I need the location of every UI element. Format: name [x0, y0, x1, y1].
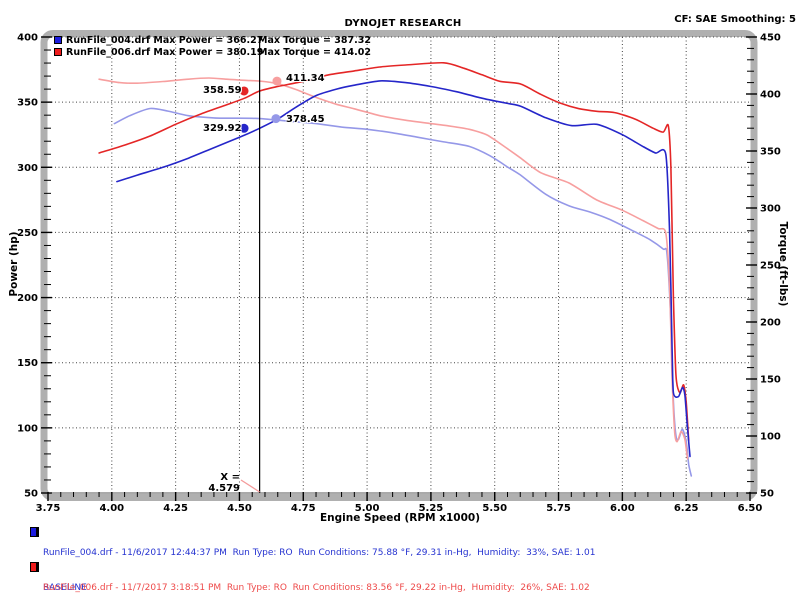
curve-fm9102-power — [98, 61, 690, 442]
x-tick-label: 6.50 — [738, 503, 763, 514]
baseline-maxpower-label: RunFile_004.drf Max Power = 366.27 — [66, 35, 264, 46]
run1-color-swatch — [30, 527, 39, 537]
marker-label-red-power: 358.59 — [203, 85, 242, 96]
x-tick-label: 5.00 — [355, 503, 380, 514]
baseline-maxtorque-label: Max Torque = 387.32 — [258, 35, 371, 46]
run1-header-line: RunFile_004.drf - 11/6/2017 12:44:37 PM … — [43, 548, 596, 558]
x-tick-label: 3.75 — [36, 503, 61, 514]
run2-color-swatch — [30, 562, 39, 572]
fm9102-maxpower-label: RunFile_006.drf Max Power = 380.19 — [66, 47, 264, 58]
marker-dot-fm9102-power-at-cursor — [239, 86, 249, 96]
y-left-tick-label: 100 — [17, 423, 38, 434]
marker-dot-baseline-power-at-cursor — [239, 123, 249, 133]
cursor-x-label: X = 4.579 — [208, 472, 240, 494]
left-axis-title: Power (hp) — [8, 231, 20, 297]
fm9102-color-swatch — [54, 48, 62, 56]
curve-fm9102-torque — [98, 77, 689, 460]
fm9102-maxtorque-label: Max Torque = 414.02 — [258, 47, 371, 58]
baseline-color-swatch — [54, 36, 62, 44]
correction-smoothing-label: CF: SAE Smoothing: 5 — [674, 14, 796, 25]
marker-label-red-torque: 411.34 — [286, 73, 325, 84]
x-tick-label: 5.50 — [482, 503, 507, 514]
y-right-tick-label: 250 — [760, 261, 781, 272]
x-tick-label: 6.25 — [674, 503, 699, 514]
x-tick-label: 5.75 — [546, 503, 571, 514]
y-right-tick-label: 100 — [760, 432, 781, 443]
cursor-leader-line — [240, 479, 260, 493]
plot-legend-row-baseline[interactable]: RunFile_004.drf Max Power = 366.27 Max T… — [54, 35, 404, 46]
y-right-tick-label: 400 — [760, 90, 781, 101]
run1-comment-line: BASELINE — [43, 582, 87, 593]
y-left-tick-label: 400 — [17, 33, 38, 44]
right-axis-title: Torque (ft-lbs) — [777, 221, 789, 307]
x-tick-label: 5.25 — [419, 503, 444, 514]
y-left-tick-label: 50 — [24, 489, 38, 500]
page-title: DYNOJET RESEARCH — [344, 18, 462, 29]
y-left-tick-label: 350 — [17, 98, 38, 109]
y-right-tick-label: 300 — [760, 204, 781, 215]
curve-baseline-torque — [113, 107, 693, 477]
x-tick-label: 6.00 — [610, 503, 635, 514]
y-right-tick-label: 50 — [760, 489, 774, 500]
y-left-tick-label: 200 — [17, 293, 38, 304]
plot-legend-row-fm9102[interactable]: RunFile_006.drf Max Power = 380.19 Max T… — [54, 47, 404, 58]
marker-dot-fm9102-torque-at-cursor — [272, 76, 282, 86]
marker-label-blue-torque: 378.45 — [286, 114, 325, 125]
y-left-tick-label: 150 — [17, 358, 38, 369]
y-left-tick-label: 250 — [17, 228, 38, 239]
run2-header-line: RunFile_006.drf - 11/7/2017 3:18:51 PM R… — [43, 583, 590, 593]
y-right-tick-label: 350 — [760, 147, 781, 158]
y-left-tick-label: 300 — [17, 163, 38, 174]
x-tick-label: 4.00 — [99, 503, 124, 514]
y-right-tick-label: 450 — [760, 33, 781, 44]
marker-label-blue-power: 329.92 — [203, 123, 242, 134]
y-right-tick-label: 150 — [760, 375, 781, 386]
y-right-tick-label: 200 — [760, 318, 781, 329]
run2-details[interactable]: RunFile_006.drf - 11/7/2017 3:18:51 PM R… — [43, 560, 793, 610]
x-tick-label: 4.50 — [227, 503, 252, 514]
curve-baseline-power — [116, 80, 691, 458]
run1-details[interactable]: RunFile_004.drf - 11/6/2017 12:44:37 PM … — [43, 525, 793, 610]
dyno-plot-area[interactable]: 3.75 4.00 4.25 4.50 4.75 5.00 5.25 5.50 5.75 6.00… — [0, 0, 800, 530]
x-axis-title: Engine Speed (RPM x1000) — [320, 512, 480, 524]
x-tick-label: 4.25 — [163, 503, 188, 514]
x-tick-label: 4.75 — [291, 503, 316, 514]
marker-dot-baseline-torque-at-cursor — [271, 114, 281, 124]
